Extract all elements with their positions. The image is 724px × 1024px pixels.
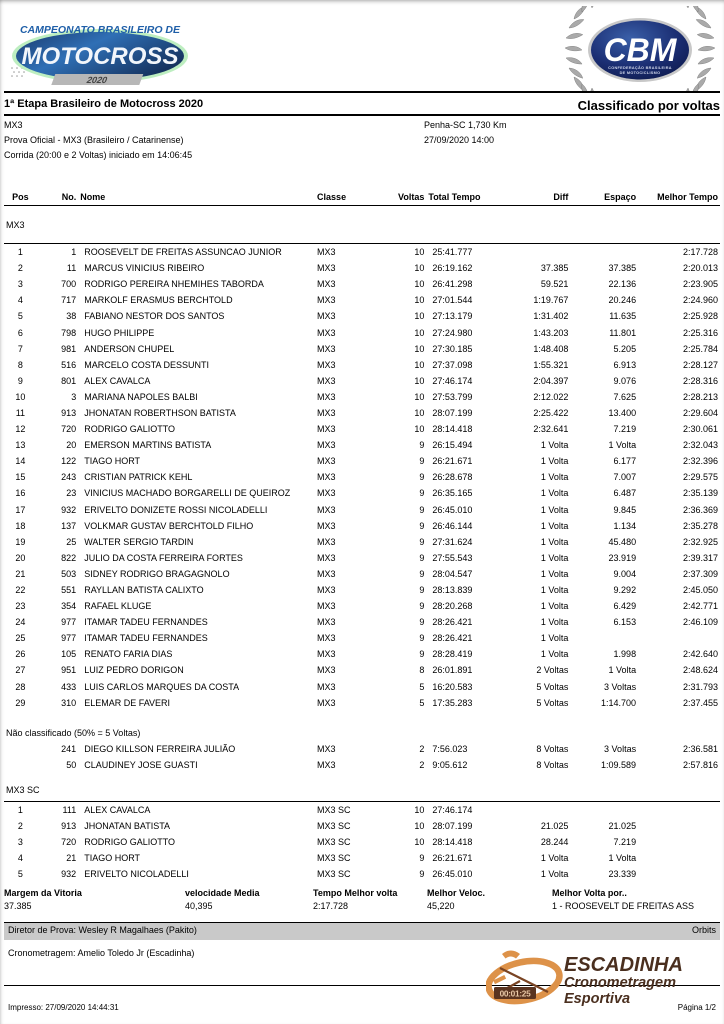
svg-text:Cronometragem: Cronometragem <box>564 975 676 991</box>
svg-text:DE MOTOCICLISMO: DE MOTOCICLISMO <box>620 71 661 75</box>
svg-text:Esportiva: Esportiva <box>564 991 630 1007</box>
svg-text:2020: 2020 <box>85 75 109 85</box>
svg-text:CBM: CBM <box>604 32 678 68</box>
svg-text:CAMPEONATO BRASILEIRO DE: CAMPEONATO BRASILEIRO DE <box>20 24 181 36</box>
svg-text:00:01:25: 00:01:25 <box>500 988 531 998</box>
svg-text:MOTOCROSS: MOTOCROSS <box>22 43 179 70</box>
svg-text:ESCADINHA: ESCADINHA <box>564 954 683 976</box>
svg-text:CONFEDERAÇÃO BRASILEIRA: CONFEDERAÇÃO BRASILEIRA <box>608 65 672 70</box>
